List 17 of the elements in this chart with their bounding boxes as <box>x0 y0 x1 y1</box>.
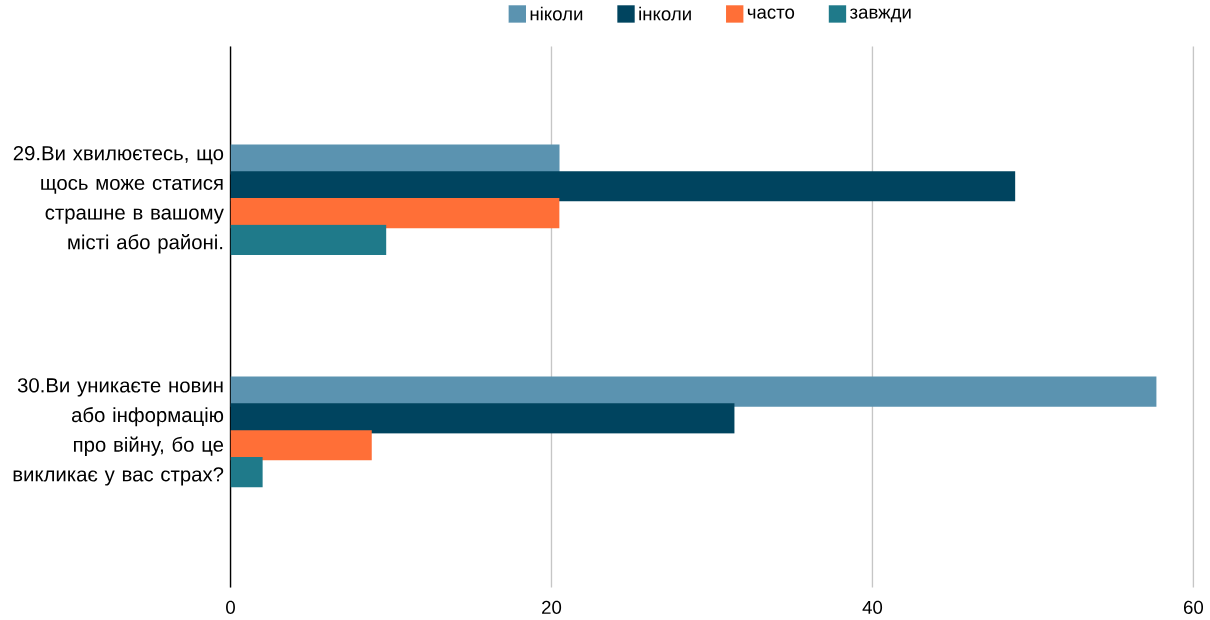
bar <box>230 171 1016 202</box>
x-tick-label: 0 <box>226 600 235 614</box>
x-tick-label: 20 <box>542 600 562 614</box>
bar <box>230 224 387 255</box>
x-tick-label: 60 <box>1184 600 1204 614</box>
y-tick-label: 29.Ви хвилюєтесь, що щось може статися страшне в вашому місті або районі. <box>13 145 224 254</box>
y-tick-label: 30.Ви уникаєте новин або інформацію про війну, бо це викликає у вас страх? <box>13 378 224 486</box>
legend-label: ніколи <box>530 6 583 21</box>
bar <box>230 376 1157 407</box>
bar <box>230 430 372 461</box>
bar <box>230 403 735 434</box>
bar <box>230 456 263 488</box>
x-tick-label: 40 <box>862 600 883 614</box>
bar <box>230 197 560 229</box>
legend-label: інколи <box>639 6 691 21</box>
legend-label: часто <box>747 8 795 19</box>
legend-label: завжди <box>849 8 911 23</box>
